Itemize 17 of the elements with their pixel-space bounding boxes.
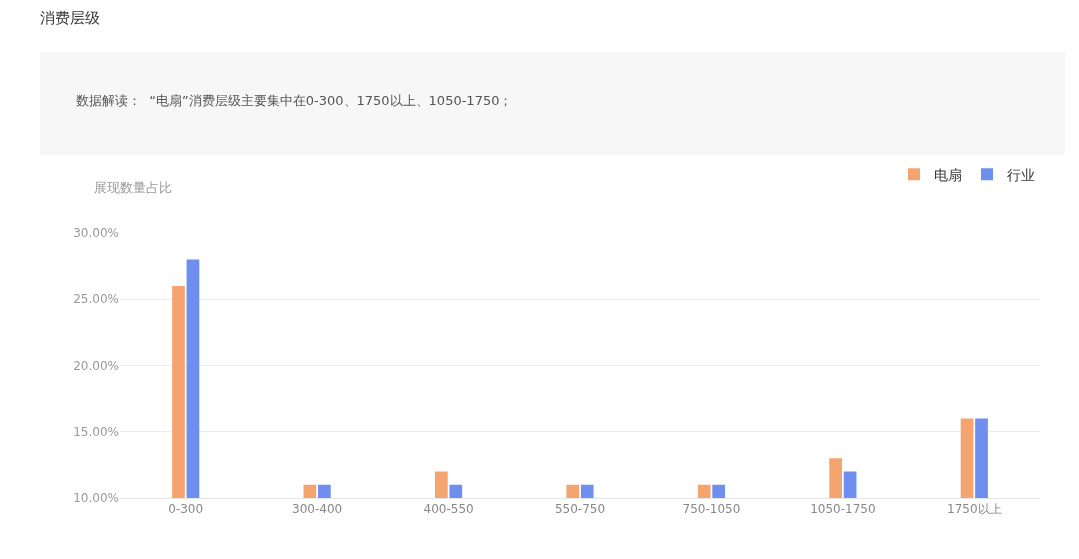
- y-tick-label: 15.00%: [73, 424, 119, 439]
- y-tick-label: 25.00%: [73, 292, 119, 307]
- y-axis-title: 展现数量占比: [94, 180, 172, 195]
- x-tick-label: 550-750: [554, 502, 606, 517]
- y-tick-label: 10.00%: [73, 491, 119, 506]
- x-tick-label: 400-550: [423, 502, 474, 517]
- x-tick-label: 1050-1750: [810, 502, 876, 517]
- x-tick-label: 0-300: [168, 502, 204, 517]
- x-tick-label: 750-1050: [682, 502, 741, 517]
- chart-title: 消费层级: [40, 9, 100, 28]
- y-tick-label: 20.00%: [73, 358, 119, 373]
- y-tick-label: 30.00%: [73, 226, 119, 241]
- x-tick-label: 300-400: [292, 502, 343, 517]
- legend-label: 电扇: [934, 166, 962, 183]
- chart-subtitle: 数据解读： “电扇”消费层级主要集中在0-300、1750以上、1050-1750；: [76, 93, 513, 108]
- x-tick-label: 1750以上: [947, 502, 1002, 517]
- legend-label: 行业: [1007, 166, 1035, 183]
